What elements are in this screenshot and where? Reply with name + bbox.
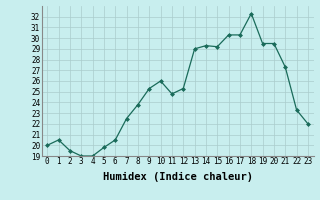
X-axis label: Humidex (Indice chaleur): Humidex (Indice chaleur) — [103, 172, 252, 182]
